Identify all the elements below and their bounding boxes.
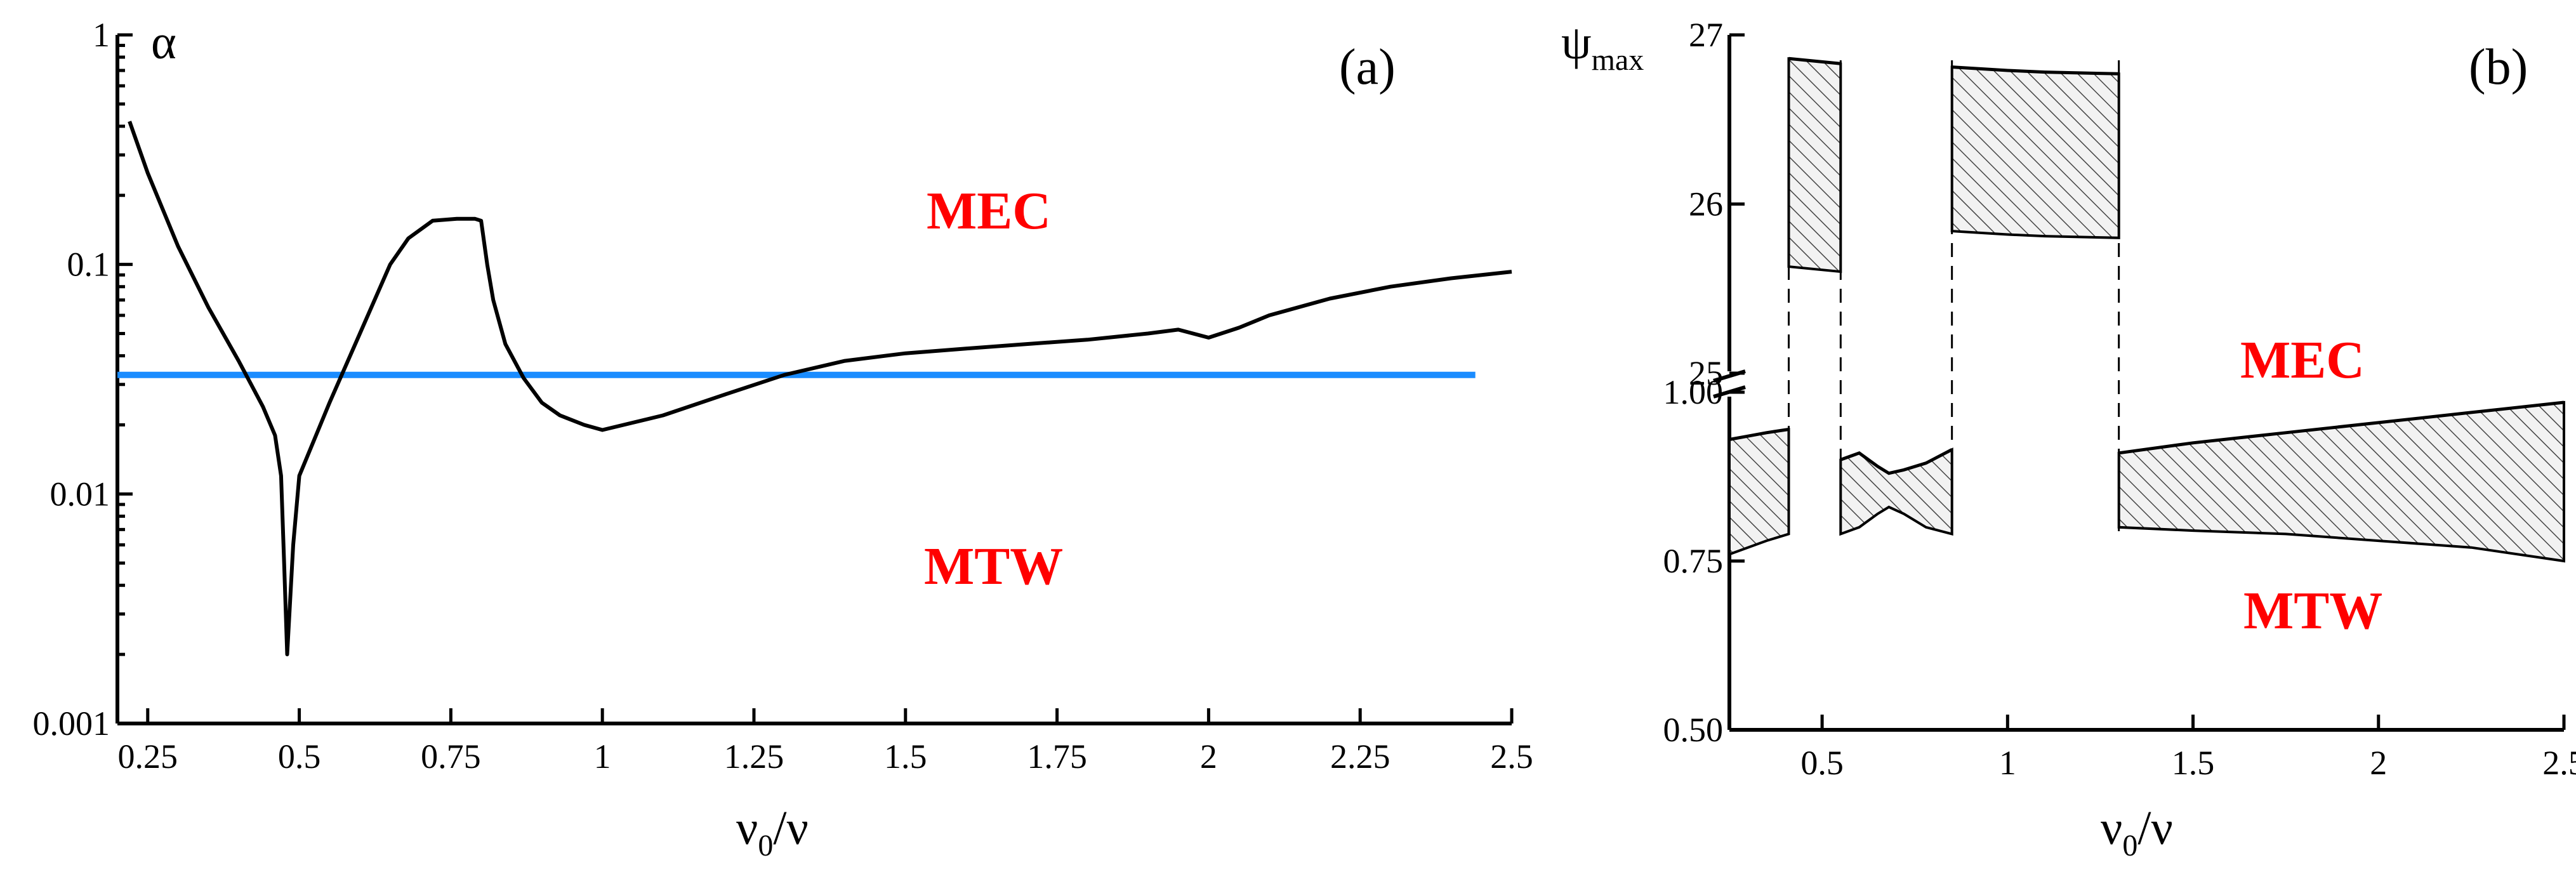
b-xtick-label: 2 <box>2370 744 2387 782</box>
b-ticks <box>1729 33 2566 732</box>
a-xtick-label: 0.25 <box>118 737 178 776</box>
a-ytick-labels: 0.001 0.01 0.1 1 <box>33 16 110 743</box>
a-xlabel-sub: 0 <box>758 829 773 862</box>
b-x-axis-label: ν0/ν <box>2101 802 2173 862</box>
a-ytick-label: 0.01 <box>50 475 110 513</box>
b-ytick-label-upper: 27 <box>1689 16 1723 54</box>
b-ytick-label-upper: 25 <box>1689 354 1723 392</box>
panel-label-b: (b) <box>2469 39 2528 95</box>
b-xtick-labels: 0.5 1 1.5 2 2.5 <box>1800 744 2576 782</box>
b-band-top-2 <box>1840 448 1953 475</box>
a-xtick-label: 1 <box>594 737 611 776</box>
b-xtick-label: 1 <box>1999 744 2016 782</box>
b-band-top-4 <box>2118 400 2565 455</box>
region-label-mec-a: MEC <box>927 182 1051 241</box>
a-xtick-label: 2 <box>1200 737 1217 776</box>
a-ytick-label: 0.001 <box>33 704 110 743</box>
b-ytick-label-upper: 26 <box>1689 185 1723 223</box>
b-band-2 <box>1839 447 1953 536</box>
a-xtick-label: 2.25 <box>1330 737 1390 776</box>
b-band-3 <box>1950 65 2120 239</box>
a-xtick-label: 1.25 <box>724 737 784 776</box>
b-band-0 <box>1728 428 1790 557</box>
panel-label-a: (a) <box>1339 39 1396 95</box>
b-band-top-1 <box>1788 56 1841 65</box>
b-ylabel-sub: max <box>1592 43 1644 77</box>
b-ylabel-main: ψ <box>1561 16 1592 69</box>
series-alpha-critical <box>128 121 1512 657</box>
b-band-top-0 <box>1729 428 1789 441</box>
b-ytick-label-lower: 0.50 <box>1663 711 1724 749</box>
b-xtick-label: 1.5 <box>2172 744 2215 782</box>
b-xlabel-tail: /ν <box>2137 802 2172 855</box>
a-ytick-label: 1 <box>93 16 110 54</box>
a-ticks <box>117 33 1514 725</box>
b-y-axis-label: ψmax <box>1561 16 1644 77</box>
region-label-mtw-b: MTW <box>2243 581 2382 640</box>
a-xlabel-tail: /ν <box>773 802 808 855</box>
b-xtick-label: 2.5 <box>2542 744 2576 782</box>
b-ytick-label-lower: 0.75 <box>1663 542 1724 580</box>
b-xlabel-main: ν <box>2101 802 2122 855</box>
a-xtick-label: 1.75 <box>1027 737 1087 776</box>
a-y-axis-label: α <box>151 16 176 69</box>
a-xtick-label: 0.5 <box>278 737 321 776</box>
a-x-axis-label: ν0/ν <box>736 802 809 862</box>
region-label-mec-b: MEC <box>2240 331 2365 390</box>
b-band-1 <box>1787 57 1842 274</box>
b-xlabel-sub: 0 <box>2122 829 2137 862</box>
b-band-top-3 <box>1952 65 2119 76</box>
a-xtick-label: 2.5 <box>1490 737 1533 776</box>
a-xlabel-main: ν <box>736 802 758 855</box>
a-xtick-labels: 0.25 0.5 0.75 1 1.25 1.5 1.75 2 2.25 2.5 <box>118 737 1533 776</box>
b-bands <box>1728 56 2565 563</box>
a-ytick-label: 0.1 <box>67 246 110 284</box>
a-xtick-label: 1.5 <box>884 737 927 776</box>
b-xtick-label: 0.5 <box>1800 744 1844 782</box>
a-xtick-label: 0.75 <box>421 737 481 776</box>
b-ytick-label-lower: 1.00 <box>1663 373 1724 411</box>
region-label-mtw-a: MTW <box>924 537 1063 596</box>
panel-a: 0.001 0.01 0.1 1 0.25 0.5 0.75 1 1.25 1.5 1.75 2 2.… <box>33 16 1533 862</box>
